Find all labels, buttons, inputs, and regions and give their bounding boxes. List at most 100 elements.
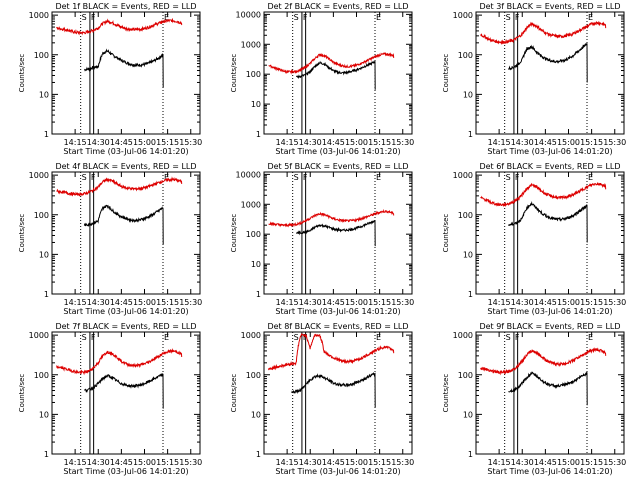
y-tick-label: 100 bbox=[458, 211, 473, 220]
x-tick-label: 14:45 bbox=[534, 298, 557, 307]
marker-label-e: E bbox=[376, 173, 381, 182]
panel-det-1: Det 1f BLACK = Events, RED = LLD 1 10 100 10… bbox=[18, 2, 202, 156]
marker-label-e: E bbox=[588, 173, 593, 182]
x-tick-label: 14:15 bbox=[64, 458, 87, 467]
y-tick-label: 1000 bbox=[29, 331, 49, 340]
x-axis-label: Start Time (03-Jul-06 14:01:20) bbox=[63, 467, 188, 476]
x-tick-label: 15:30 bbox=[391, 298, 414, 307]
x-tick-label: 15:00 bbox=[133, 138, 156, 147]
x-tick-label: 14:30 bbox=[511, 138, 534, 147]
series-line-lld bbox=[56, 176, 183, 197]
marker-label-e: E bbox=[376, 333, 381, 342]
x-tick-label: 15:15 bbox=[580, 138, 603, 147]
x-tick-label: 15:00 bbox=[345, 298, 368, 307]
series-line-events bbox=[296, 220, 376, 247]
y-tick-label: 1000 bbox=[241, 331, 261, 340]
y-tick-label: 10 bbox=[39, 90, 49, 99]
plot-frame bbox=[263, 11, 413, 135]
series-line-events bbox=[83, 204, 164, 245]
marker-label-s: S bbox=[294, 13, 299, 22]
y-tick-label: 100 bbox=[246, 70, 261, 79]
panel-det-4: Det 4f BLACK = Events, RED = LLD 1 10 100 10… bbox=[18, 162, 202, 316]
x-tick-label: 14:30 bbox=[511, 298, 534, 307]
y-tick-label: 10000 bbox=[236, 10, 261, 19]
x-axis-label: Start Time (03-Jul-06 14:01:20) bbox=[275, 467, 400, 476]
x-tick-label: 15:15 bbox=[156, 298, 179, 307]
panel-title: Det 5f BLACK = Events, RED = LLD bbox=[267, 162, 408, 171]
y-axis-label: Counts/sec bbox=[442, 54, 450, 93]
x-tick-label: 15:15 bbox=[368, 138, 391, 147]
marker-label-e: E bbox=[164, 173, 169, 182]
y-tick-label: 1000 bbox=[453, 171, 473, 180]
x-tick-label: 15:00 bbox=[133, 458, 156, 467]
series-line-lld bbox=[56, 17, 183, 36]
marker-label-f: F bbox=[303, 173, 308, 182]
x-tick-label: 14:15 bbox=[488, 458, 511, 467]
series-line-events bbox=[507, 201, 588, 243]
x-tick-label: 14:15 bbox=[64, 298, 87, 307]
plot-frame bbox=[475, 331, 625, 455]
x-tick-label: 15:30 bbox=[179, 458, 202, 467]
y-tick-label: 1000 bbox=[29, 171, 49, 180]
panel-title: Det 4f BLACK = Events, RED = LLD bbox=[55, 162, 196, 171]
panel-title: Det 2f BLACK = Events, RED = LLD bbox=[267, 2, 408, 11]
y-tick-label: 100 bbox=[34, 211, 49, 220]
x-tick-label: 14:15 bbox=[276, 458, 299, 467]
panel-det-3: Det 3f BLACK = Events, RED = LLD 1 10 100 10… bbox=[442, 2, 626, 156]
x-tick-label: 14:15 bbox=[276, 138, 299, 147]
x-tick-label: 14:15 bbox=[64, 138, 87, 147]
series-line-events bbox=[295, 60, 376, 90]
y-axis-label: Counts/sec bbox=[230, 54, 238, 93]
marker-label-s: S bbox=[82, 13, 87, 22]
panel-title: Det 7f BLACK = Events, RED = LLD bbox=[55, 322, 196, 331]
marker-label-f: F bbox=[91, 173, 96, 182]
x-axis-label: Start Time (03-Jul-06 14:01:20) bbox=[487, 147, 612, 156]
y-tick-label: 10 bbox=[463, 90, 473, 99]
panel-title: Det 9f BLACK = Events, RED = LLD bbox=[479, 322, 620, 331]
x-tick-label: 14:45 bbox=[322, 298, 345, 307]
x-tick-label: 14:45 bbox=[110, 458, 133, 467]
x-tick-label: 14:45 bbox=[534, 458, 557, 467]
y-tick-label: 10 bbox=[251, 100, 261, 109]
marker-label-f: F bbox=[515, 173, 520, 182]
panel-det-6: Det 6f BLACK = Events, RED = LLD 1 10 100 10… bbox=[442, 162, 626, 316]
y-tick-label: 1 bbox=[44, 130, 49, 139]
y-tick-label: 1 bbox=[468, 290, 473, 299]
x-tick-label: 15:00 bbox=[557, 458, 580, 467]
y-tick-label: 100 bbox=[34, 371, 49, 380]
series-line-lld bbox=[480, 347, 607, 376]
x-tick-label: 15:30 bbox=[179, 298, 202, 307]
marker-label-e: E bbox=[588, 13, 593, 22]
y-tick-label: 1000 bbox=[241, 200, 261, 209]
marker-label-f: F bbox=[91, 13, 96, 22]
x-tick-label: 15:30 bbox=[391, 138, 414, 147]
y-axis-label: Counts/sec bbox=[230, 374, 238, 413]
x-axis-label: Start Time (03-Jul-06 14:01:20) bbox=[275, 307, 400, 316]
marker-label-f: F bbox=[303, 13, 308, 22]
marker-label-s: S bbox=[506, 13, 511, 22]
marker-label-e: E bbox=[164, 333, 169, 342]
series-line-events bbox=[508, 42, 588, 83]
x-axis-label: Start Time (03-Jul-06 14:01:20) bbox=[487, 467, 612, 476]
x-tick-label: 14:30 bbox=[87, 458, 110, 467]
y-tick-label: 1 bbox=[256, 450, 261, 459]
y-tick-label: 10 bbox=[39, 410, 49, 419]
x-tick-label: 15:00 bbox=[557, 298, 580, 307]
y-tick-label: 10 bbox=[251, 410, 261, 419]
panel-title: Det 3f BLACK = Events, RED = LLD bbox=[479, 2, 620, 11]
x-tick-label: 15:15 bbox=[368, 298, 391, 307]
panel-det-5: Det 5f BLACK = Events, RED = LLD 1 10 100 10… bbox=[230, 162, 414, 316]
panel-title: Det 1f BLACK = Events, RED = LLD bbox=[55, 2, 196, 11]
x-tick-label: 15:00 bbox=[345, 458, 368, 467]
panel-title: Det 8f BLACK = Events, RED = LLD bbox=[267, 322, 408, 331]
y-tick-label: 1 bbox=[256, 290, 261, 299]
y-axis-label: Counts/sec bbox=[18, 374, 26, 413]
x-tick-label: 14:15 bbox=[276, 298, 299, 307]
x-tick-label: 15:30 bbox=[179, 138, 202, 147]
series-line-lld bbox=[268, 333, 395, 371]
series-line-events bbox=[508, 370, 588, 406]
y-tick-label: 10 bbox=[251, 260, 261, 269]
y-tick-label: 100 bbox=[246, 230, 261, 239]
y-axis-label: Counts/sec bbox=[18, 214, 26, 253]
